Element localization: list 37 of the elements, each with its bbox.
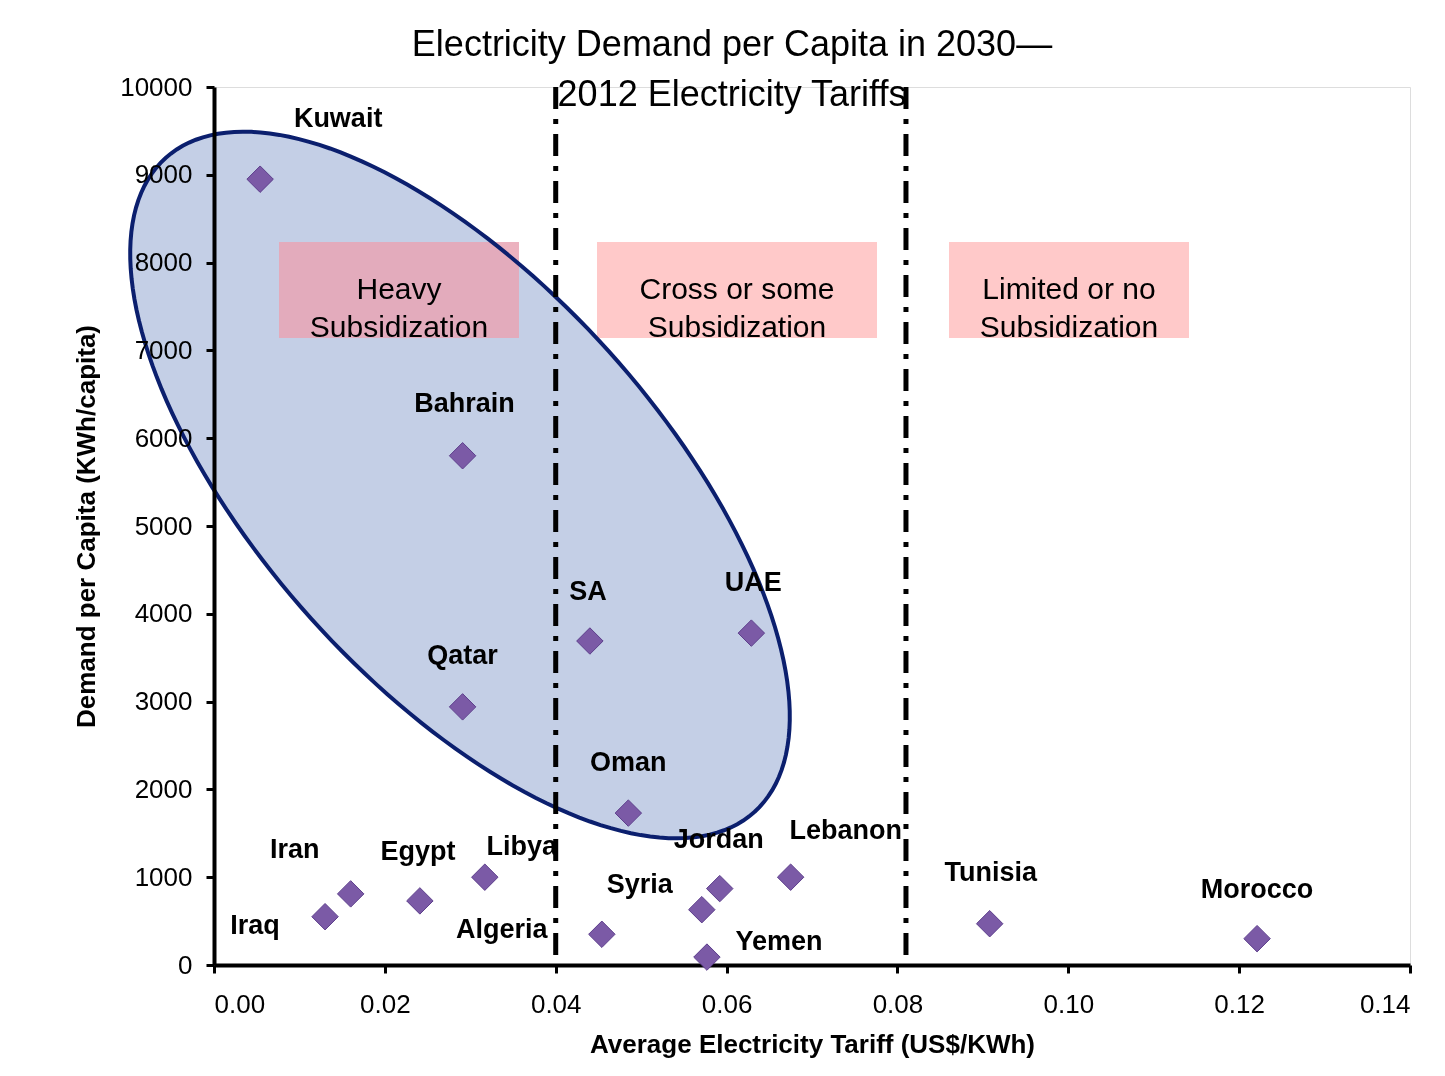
annotation: Morocco bbox=[1200, 873, 1314, 904]
y-tick-label: 4000 bbox=[134, 598, 193, 629]
y-tick-label: 0 bbox=[178, 949, 193, 980]
annotation: Lebanon bbox=[789, 815, 902, 846]
y-tick-label: 3000 bbox=[134, 686, 193, 717]
annotation: Qatar bbox=[427, 639, 499, 670]
x-tick-label: 0.12 bbox=[1214, 988, 1265, 1019]
annotation: Algeria bbox=[456, 914, 549, 945]
y-tick-label: 8000 bbox=[134, 247, 193, 278]
annotation: Oman bbox=[590, 747, 667, 778]
chart-title: Electricity Demand per Capita in 2030— 2012 Electricity Tariffs bbox=[411, 23, 1053, 114]
annotation: Tunisia bbox=[944, 856, 1038, 887]
y-tick-label: 2000 bbox=[134, 773, 193, 804]
annotation: Heavy Subsidization bbox=[309, 272, 489, 343]
annotation: SA bbox=[569, 576, 607, 607]
x-tick-label: 0.04 bbox=[530, 988, 582, 1019]
annotation: Cross or some Subsidization bbox=[639, 272, 835, 343]
x-tick-label: 0.10 bbox=[1043, 988, 1095, 1019]
x-tick-label: 0.14 bbox=[1359, 988, 1411, 1019]
annotation: Iraq bbox=[230, 909, 280, 940]
y-axis-title: Demand per Capita (KWh/capita) bbox=[71, 324, 102, 729]
annotation: Iran bbox=[269, 833, 320, 864]
x-tick-label: 0.06 bbox=[701, 988, 753, 1019]
annotation: Jordan bbox=[673, 823, 764, 854]
y-tick-label: 1000 bbox=[134, 861, 193, 892]
x-tick-label: 0.08 bbox=[872, 988, 924, 1019]
x-tick-label: 0.02 bbox=[360, 988, 411, 1019]
y-tick-label: 10000 bbox=[120, 71, 193, 102]
annotation: Egypt bbox=[380, 835, 456, 866]
annotation: Kuwait bbox=[293, 103, 383, 134]
x-tick-label: 0.00 bbox=[214, 988, 266, 1019]
annotation: Yemen bbox=[735, 926, 823, 957]
y-tick-label: 5000 bbox=[134, 510, 193, 541]
x-axis-title: Average Electricity Tariff (US$/KWh) bbox=[590, 1028, 1035, 1059]
annotation: Bahrain bbox=[414, 387, 515, 418]
annotation: Limited or no Subsidization bbox=[979, 272, 1159, 343]
annotation: Syria bbox=[606, 868, 674, 899]
